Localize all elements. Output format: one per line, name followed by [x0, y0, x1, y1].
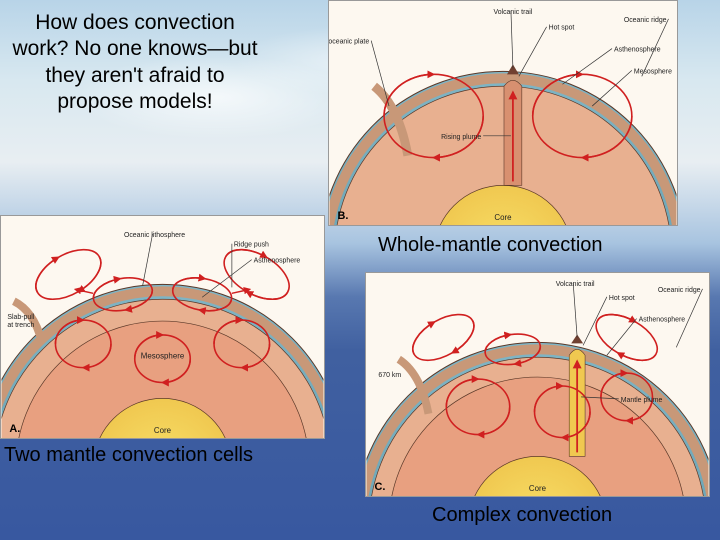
svg-text:Hot spot: Hot spot: [549, 25, 575, 32]
caption-two-cells: Two mantle convection cells: [4, 444, 253, 467]
svg-text:B.: B.: [337, 210, 348, 222]
svg-text:Core: Core: [154, 426, 172, 435]
svg-text:Mesosphere: Mesosphere: [634, 68, 672, 75]
diagram-complex: 670 km Core Asthenosphere Oceanic ridge V…: [365, 272, 710, 497]
svg-text:Ridge push: Ridge push: [234, 242, 269, 249]
svg-text:Asthenosphere: Asthenosphere: [639, 317, 686, 324]
svg-text:Volcanic trail: Volcanic trail: [556, 281, 595, 288]
svg-text:Rising plume: Rising plume: [441, 134, 481, 141]
diagram-two-cells: Core Mesosphere Asthenosphere Oceanic lit…: [0, 215, 325, 439]
svg-text:Descending oceanic plate: Descending oceanic plate: [329, 39, 369, 46]
svg-text:Volcanic trail: Volcanic trail: [493, 9, 532, 16]
slide-title: How does convection work? No one knows—b…: [10, 10, 260, 115]
diagram-whole-mantle: Core Mesosphere Asthenosphere Oceanic ri…: [328, 0, 678, 226]
svg-text:Mesosphere: Mesosphere: [141, 352, 185, 361]
svg-text:Core: Core: [529, 484, 547, 493]
svg-text:670 km: 670 km: [378, 372, 401, 379]
caption-whole-mantle: Whole-mantle convection: [378, 234, 603, 257]
svg-text:Mantle plume: Mantle plume: [621, 397, 663, 404]
svg-text:Core: Core: [494, 213, 512, 222]
svg-text:Oceanic ridge: Oceanic ridge: [624, 17, 667, 24]
svg-text:Hot spot: Hot spot: [609, 295, 635, 302]
svg-text:Slab-pull: Slab-pull: [7, 314, 34, 321]
svg-text:A.: A.: [9, 423, 20, 435]
svg-text:Oceanic ridge: Oceanic ridge: [658, 287, 701, 294]
svg-text:Asthenosphere: Asthenosphere: [254, 258, 301, 265]
caption-complex: Complex convection: [432, 504, 612, 527]
svg-text:Oceanic lithosphere: Oceanic lithosphere: [124, 232, 185, 239]
svg-text:C.: C.: [374, 481, 385, 493]
svg-text:at trench: at trench: [7, 322, 34, 329]
